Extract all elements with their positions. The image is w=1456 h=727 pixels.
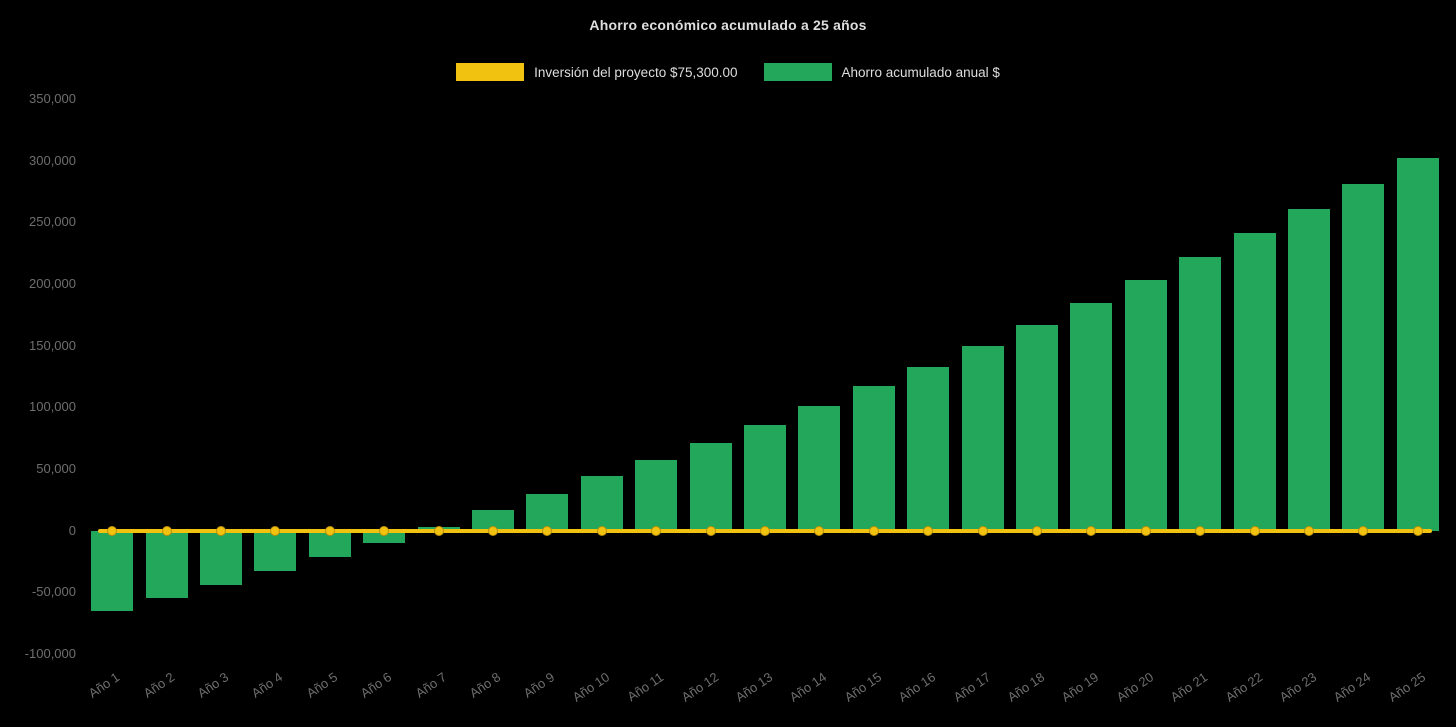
bar-ano-25 bbox=[1396, 158, 1439, 531]
legend-swatch-investment-icon bbox=[456, 63, 525, 81]
investment-line-marker bbox=[651, 525, 662, 536]
investment-line-marker bbox=[923, 525, 934, 536]
chart-legend: Inversión del proyecto $75,300.00 Ahorro… bbox=[0, 63, 1456, 81]
bar-ano-20 bbox=[1124, 280, 1167, 531]
bar-ano-2 bbox=[145, 530, 188, 599]
y-axis-label: 250,000 bbox=[29, 214, 76, 230]
bar-ano-6 bbox=[363, 530, 406, 543]
legend-item-investment[interactable]: Inversión del proyecto $75,300.00 bbox=[456, 63, 738, 81]
investment-line-marker bbox=[107, 525, 118, 536]
legend-label-investment: Inversión del proyecto $75,300.00 bbox=[534, 64, 738, 80]
bar-ano-13 bbox=[744, 424, 786, 531]
bar-ano-21 bbox=[1179, 256, 1222, 531]
investment-line-marker bbox=[324, 525, 335, 536]
investment-line-marker bbox=[433, 525, 444, 536]
investment-line-marker bbox=[542, 525, 553, 536]
y-axis-label: 300,000 bbox=[29, 152, 76, 168]
bar-ano-11 bbox=[635, 460, 678, 531]
investment-line-marker bbox=[760, 525, 770, 536]
legend-swatch-savings-icon bbox=[763, 63, 832, 81]
bar-ano-3 bbox=[200, 530, 242, 585]
investment-line-marker bbox=[1249, 525, 1260, 536]
bar-ano-22 bbox=[1233, 233, 1276, 531]
investment-line-marker bbox=[1304, 525, 1314, 536]
investment-line-marker bbox=[379, 525, 390, 536]
bar-ano-24 bbox=[1342, 184, 1385, 531]
bar-ano-16 bbox=[907, 366, 950, 531]
bar-ano-14 bbox=[798, 406, 841, 531]
investment-line-marker bbox=[1140, 525, 1151, 536]
y-axis-label: 150,000 bbox=[29, 337, 76, 353]
bar-ano-8 bbox=[472, 509, 514, 531]
bar-ano-23 bbox=[1288, 208, 1330, 531]
chart-title: Ahorro económico acumulado a 25 años bbox=[589, 17, 867, 33]
bar-ano-4 bbox=[254, 530, 297, 572]
investment-line-marker bbox=[488, 525, 498, 536]
investment-line-marker bbox=[814, 525, 825, 536]
bar-ano-9 bbox=[526, 493, 569, 531]
bar-ano-18 bbox=[1016, 324, 1058, 531]
y-axis-label: -100,000 bbox=[24, 646, 76, 661]
investment-line-marker bbox=[977, 525, 988, 536]
investment-line-marker bbox=[161, 525, 172, 536]
investment-line-marker bbox=[216, 525, 226, 536]
y-axis-label: 50,000 bbox=[36, 461, 76, 476]
y-axis-label: 350,000 bbox=[29, 91, 76, 106]
bar-ano-17 bbox=[961, 345, 1004, 531]
bar-ano-15 bbox=[852, 386, 895, 531]
investment-line-marker bbox=[1358, 525, 1369, 536]
bar-ano-19 bbox=[1070, 302, 1113, 531]
y-axis-label: -50,000 bbox=[31, 584, 76, 600]
investment-line-marker bbox=[596, 525, 607, 536]
legend-label-savings: Ahorro acumulado anual $ bbox=[841, 64, 1000, 80]
investment-line-marker bbox=[1195, 525, 1206, 536]
investment-line-marker bbox=[1086, 525, 1097, 536]
legend-item-savings[interactable]: Ahorro acumulado anual $ bbox=[763, 63, 1000, 81]
y-axis-label: 0 bbox=[68, 522, 76, 538]
y-axis-label: 200,000 bbox=[29, 276, 76, 291]
y-axis-label: 100,000 bbox=[29, 399, 76, 415]
investment-line-marker bbox=[868, 525, 879, 536]
bar-ano-10 bbox=[580, 476, 623, 531]
investment-line-marker bbox=[270, 525, 281, 536]
investment-line-marker bbox=[1032, 525, 1042, 536]
investment-line-marker bbox=[705, 525, 716, 536]
bar-ano-12 bbox=[689, 443, 732, 531]
bar-ano-1 bbox=[91, 530, 134, 611]
investment-line-marker bbox=[1412, 525, 1423, 536]
